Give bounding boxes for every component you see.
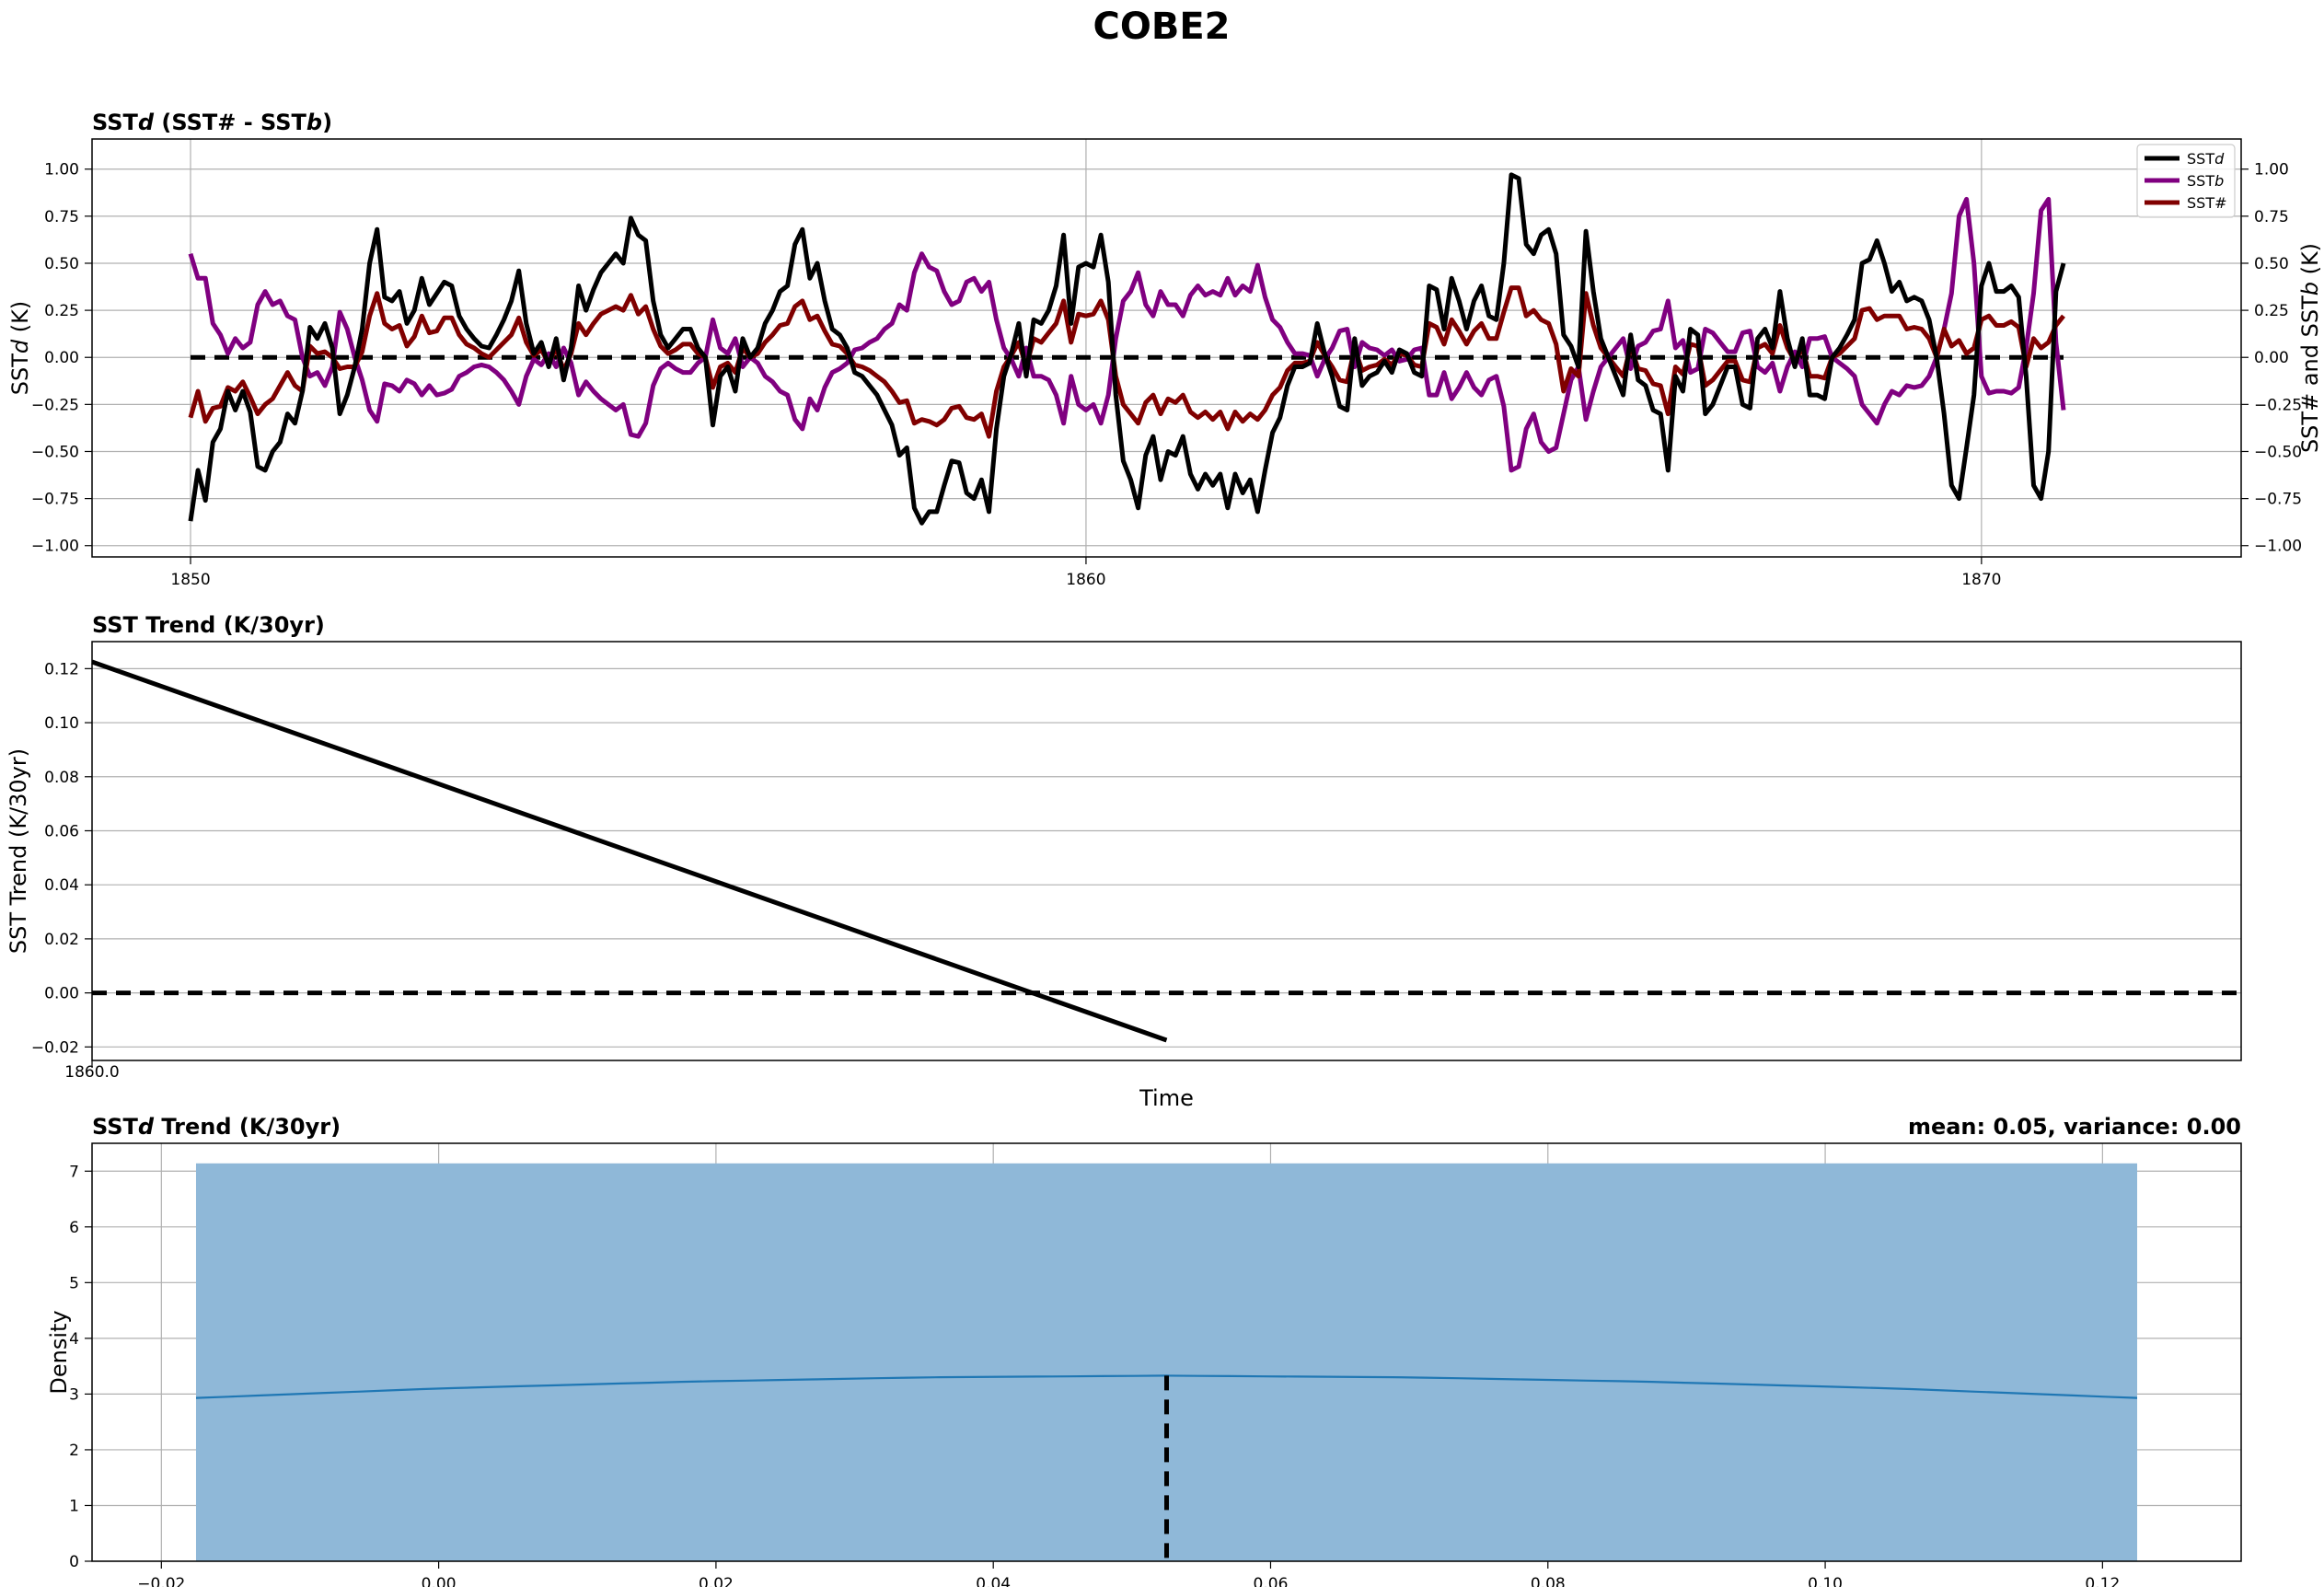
kde-curve — [195, 1374, 2138, 1399]
y-tick-label: 1 — [69, 1497, 79, 1515]
series-line-sstb — [188, 196, 2066, 473]
figure-title: COBE2 — [1093, 6, 1230, 48]
plot-frame — [91, 1142, 2242, 1562]
legend-label: SSTb — [2187, 172, 2224, 190]
y-tick-label-right: −0.25 — [2254, 396, 2302, 414]
x-tick-label: 0.00 — [422, 1575, 457, 1587]
y-tick-label: 0.00 — [44, 985, 79, 1003]
stats-title: mean: 0.05, variance: 0.00 — [1908, 1114, 2241, 1140]
y-tick-label-right: 1.00 — [2254, 161, 2289, 180]
y-tick-label: 0.12 — [44, 660, 79, 678]
y-tick-label: 0.25 — [44, 302, 79, 320]
panel-title: SST Trend (K/30yr) — [92, 612, 325, 638]
y-tick-label: −1.00 — [31, 538, 79, 556]
y-tick-label: 4 — [69, 1330, 79, 1349]
sstd-trend-histogram-panel: −0.02 0.00 0.02 0.04 0.06 0.08 0.10 0.12 0 1 2 3 4 5 6… — [46, 1114, 2242, 1587]
y-tick-label: −0.50 — [31, 443, 79, 461]
sstd-panel: 1850 1860 1870 −1.00 −0.75 −0.50 −0.25 0.00 0.25… — [7, 110, 2323, 589]
panel-title: SSTd Trend (K/30yr) — [92, 1114, 341, 1140]
plot-frame — [91, 641, 2242, 1061]
y-tick-label: −0.02 — [31, 1038, 79, 1057]
y-tick-label: 0.08 — [44, 769, 79, 787]
x-tick-label: 0.06 — [1254, 1575, 1289, 1587]
legend: SSTd SSTb SST# — [2136, 144, 2236, 218]
y-tick-label: −0.75 — [31, 491, 79, 509]
y-tick-label-right: −0.50 — [2254, 443, 2302, 461]
y-tick-label: 0.00 — [44, 349, 79, 367]
legend-box — [2136, 144, 2236, 218]
x-tick-label: 0.12 — [2085, 1575, 2120, 1587]
x-tick-label: −0.02 — [137, 1575, 185, 1587]
y-tick-label: 0.02 — [44, 931, 79, 949]
x-tick-label: 0.10 — [1808, 1575, 1843, 1587]
y-tick-label: 0.50 — [44, 255, 79, 273]
histogram-bar — [195, 1163, 2138, 1561]
y-tick-label: 0.04 — [44, 876, 79, 895]
x-tick-label: 0.02 — [699, 1575, 734, 1587]
y-axis-label: SSTd (K) — [7, 301, 33, 395]
y-axis-label: Density — [46, 1310, 72, 1394]
y-tick-label-right: 0.50 — [2254, 255, 2289, 273]
y-tick-label: 2 — [69, 1442, 79, 1460]
x-tick-label: 1870 — [1961, 571, 2001, 589]
x-tick-label: 0.04 — [976, 1575, 1011, 1587]
legend-label: SST# — [2187, 194, 2227, 212]
y-tick-label-right: −0.75 — [2254, 491, 2302, 509]
panel-title: SSTd (SST# - SSTb) — [92, 110, 332, 135]
series-line-sstd — [188, 172, 2066, 526]
y-tick-label: 0.06 — [44, 822, 79, 840]
y-tick-label-right: 0.25 — [2254, 302, 2289, 320]
y-tick-label: 6 — [69, 1219, 79, 1237]
y-tick-label: 0.10 — [44, 714, 79, 733]
trend-line — [91, 659, 1168, 1043]
y-tick-label-right: 0.00 — [2254, 349, 2289, 367]
y-tick-label-right: −1.00 — [2254, 538, 2302, 556]
y-tick-label: 3 — [69, 1385, 79, 1404]
y-tick-label: 7 — [69, 1163, 79, 1181]
y-tick-label: 5 — [69, 1274, 79, 1292]
x-tick-label: 1860 — [1066, 571, 1105, 589]
x-tick-label: 1860.0 — [64, 1063, 119, 1082]
legend-label: SSTd — [2187, 150, 2225, 168]
plot-frame — [91, 138, 2242, 558]
y-axis-label-right: SST# and SSTb (K) — [2297, 243, 2323, 453]
y-tick-label: 0 — [69, 1553, 79, 1571]
y-tick-label: −0.25 — [31, 396, 79, 414]
y-axis-label: SST Trend (K/30yr) — [6, 748, 31, 954]
x-tick-label: 1850 — [170, 571, 210, 589]
y-tick-label-right: 0.75 — [2254, 208, 2289, 226]
x-axis-label: Time — [1139, 1085, 1194, 1111]
y-tick-label: 1.00 — [44, 161, 79, 180]
sst-trend-panel: −0.02 0.00 0.02 0.04 0.06 0.08 0.10 0.12 1860.0 S… — [6, 612, 2242, 1111]
x-tick-label: 0.08 — [1531, 1575, 1566, 1587]
y-tick-label: 0.75 — [44, 208, 79, 226]
